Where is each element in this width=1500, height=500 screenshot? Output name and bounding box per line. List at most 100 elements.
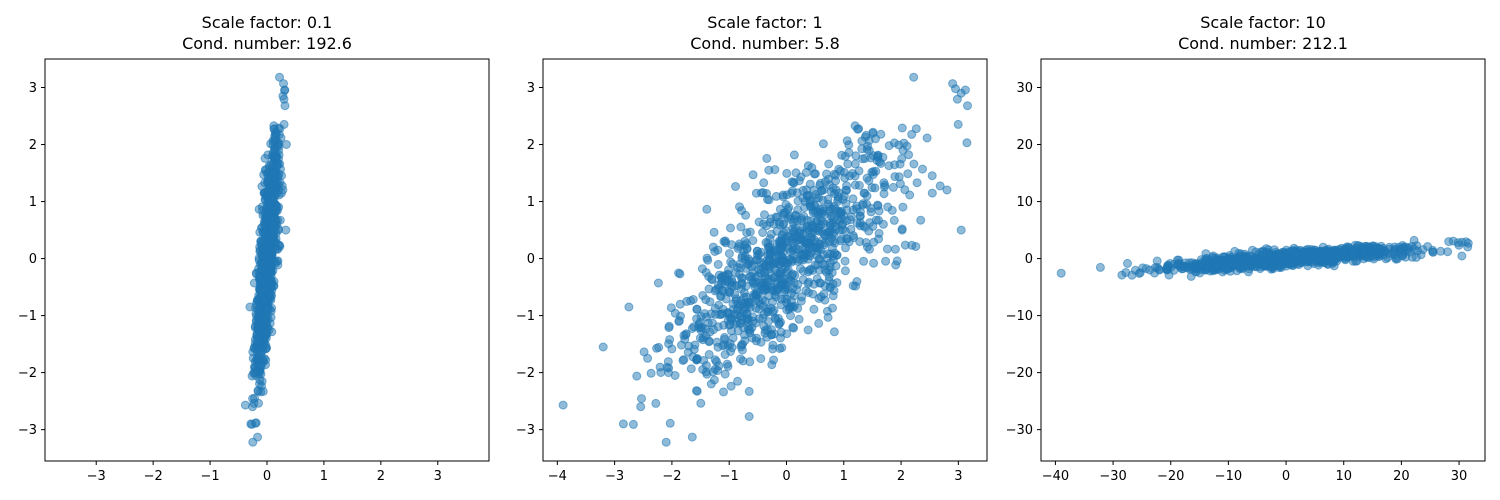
scatter-point	[859, 188, 869, 198]
scatter-point	[962, 138, 972, 148]
scatter-point	[860, 222, 870, 232]
scatter-point	[844, 148, 854, 158]
scatter-point	[1247, 245, 1257, 255]
scatter-point	[701, 361, 711, 370]
x-tick-label: 20	[1393, 469, 1410, 484]
scatter-point	[598, 342, 608, 352]
scatter-point	[798, 266, 808, 276]
scatter-point	[788, 177, 798, 187]
scatter-point	[1222, 264, 1232, 274]
scatter-point	[704, 336, 714, 346]
scatter-point	[744, 300, 753, 310]
scatter-point	[748, 277, 758, 287]
scatter-point	[874, 228, 884, 238]
scatter-point	[838, 195, 848, 204]
scatter-point	[841, 243, 850, 253]
scatter-point	[740, 236, 750, 246]
scatter-point	[735, 269, 744, 279]
scatter-point	[736, 222, 746, 232]
scatter-point	[762, 153, 772, 163]
y-tick-label: 1	[527, 195, 535, 210]
subplot-title-line2: Cond. number: 192.6	[182, 34, 352, 53]
y-tick-label: 2	[29, 138, 37, 153]
scatter-point	[1155, 265, 1165, 275]
scatter-point	[1141, 264, 1151, 274]
scatter-point	[889, 215, 899, 225]
scatter-point	[824, 230, 834, 239]
scatter-point	[697, 323, 707, 333]
scatter-point	[888, 182, 898, 192]
subplot-title-line1: Scale factor: 10	[1200, 13, 1326, 32]
scatter-point	[1391, 254, 1401, 264]
scatter-point	[865, 244, 874, 254]
scatter-point	[867, 183, 877, 193]
scatter-point	[268, 148, 278, 158]
scatter-point	[1323, 260, 1333, 269]
scatter-point	[869, 258, 879, 268]
scatter-point	[675, 299, 685, 309]
scatter-point	[726, 381, 736, 391]
scatter-point	[1463, 242, 1473, 252]
scatter-point	[1283, 254, 1293, 264]
scatter-point	[900, 185, 910, 195]
scatter-point	[758, 228, 768, 237]
scatter-point	[754, 249, 764, 259]
scatter-point	[670, 371, 680, 380]
scatter-point	[759, 178, 769, 188]
scatter-point	[257, 376, 267, 386]
scatter-point	[744, 386, 754, 396]
x-tick-label: 1	[840, 469, 848, 484]
scatter-point	[808, 289, 818, 299]
scatter-point	[664, 323, 674, 333]
scatter-point	[692, 354, 702, 364]
scatter-point	[818, 139, 828, 149]
scatter-point	[848, 169, 857, 178]
scatter-point	[748, 170, 758, 180]
scatter-point	[963, 101, 972, 111]
scatter-point	[251, 418, 261, 428]
scatter-point	[259, 277, 269, 287]
scatter-point	[737, 345, 747, 355]
scatter-point	[718, 304, 728, 314]
scatter-point	[829, 202, 839, 211]
scatter-point	[661, 437, 671, 447]
y-tick-label: −2	[516, 366, 535, 381]
subplot-title-line1: Scale factor: 1	[707, 13, 822, 32]
scatter-point	[728, 299, 738, 309]
scatter-point	[883, 202, 893, 212]
scatter-point	[273, 140, 283, 150]
scatter-point	[1369, 252, 1379, 262]
scatter-point	[776, 251, 786, 260]
scatter-point	[1056, 268, 1066, 278]
scatter-point	[832, 250, 842, 260]
scatter-point	[927, 188, 937, 198]
x-tick-label: −30	[1099, 469, 1126, 484]
scatter-point	[1348, 245, 1357, 255]
scatter-point	[267, 183, 277, 193]
scatter-point	[760, 296, 770, 306]
y-tick-label: 1	[29, 195, 37, 210]
scatter-point	[802, 236, 812, 245]
scatter-point	[822, 169, 831, 179]
scatter-point	[643, 353, 653, 363]
scatter-point	[956, 88, 966, 98]
scatter-point	[743, 314, 752, 324]
x-tick-label: 2	[377, 469, 385, 484]
scatter-point	[651, 398, 661, 408]
scatter-point	[823, 312, 833, 322]
scatter-point	[784, 304, 794, 314]
scatter-point	[831, 170, 841, 180]
x-tick-label: 0	[782, 469, 790, 484]
scatter-point	[909, 72, 919, 82]
scatter-point	[259, 170, 269, 180]
scatter-point	[814, 318, 824, 328]
scatter-point	[741, 292, 751, 302]
scatter-point	[687, 324, 697, 333]
scatter-point	[798, 185, 808, 195]
scatter-point	[703, 318, 713, 328]
scatter-point	[864, 136, 874, 146]
scatter-point	[1409, 235, 1419, 245]
scatter-point	[1364, 242, 1374, 252]
scatter-point	[840, 256, 850, 266]
scatter-point	[632, 371, 642, 381]
